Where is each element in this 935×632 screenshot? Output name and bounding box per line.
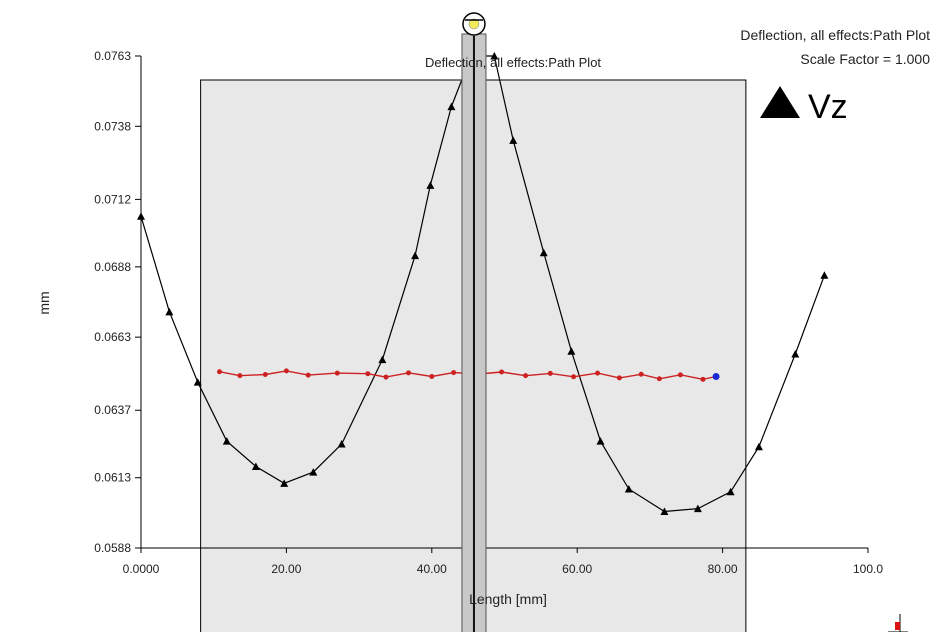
y-tick-label: 0.0663 <box>94 330 131 344</box>
series-path-point <box>656 376 662 382</box>
series-path-point <box>429 374 435 380</box>
series-vz-point <box>251 462 260 470</box>
scale-factor-label: Scale Factor = 1.000 <box>800 51 930 67</box>
series-path-point <box>547 370 553 376</box>
series-path-point <box>406 370 412 376</box>
series-vz-point <box>693 504 702 513</box>
series-vz-point <box>624 484 633 493</box>
x-axis-title: Length [mm] <box>469 591 547 607</box>
series-vz-point <box>539 248 548 257</box>
y-tick-label: 0.0763 <box>94 49 131 63</box>
series-path-point <box>499 369 505 375</box>
header-title: Deflection, all effects:Path Plot <box>740 27 930 43</box>
x-tick-label: 60.00 <box>562 562 592 576</box>
series-path-end-point <box>712 373 720 381</box>
series-vz-point <box>726 487 735 496</box>
series-path-point <box>616 375 622 381</box>
series-path-point <box>305 372 311 378</box>
series-path-point <box>217 369 223 375</box>
series-vz-point <box>447 102 456 111</box>
legend-triangle-icon <box>760 86 800 118</box>
series-vz-point <box>165 307 174 316</box>
x-tick-label: 40.00 <box>417 562 447 576</box>
series-vz-point <box>490 52 499 60</box>
series-vz-point <box>596 437 605 445</box>
series-path-point <box>283 368 289 374</box>
corner-axis-triad-icon <box>888 614 908 632</box>
series-path-point <box>451 370 457 376</box>
series-vz-point <box>337 439 346 448</box>
series-vz-point <box>193 378 202 386</box>
series-vz-point <box>660 507 669 515</box>
series-vz-point <box>222 437 231 445</box>
series-vz-point <box>820 271 829 279</box>
y-tick-label: 0.0588 <box>94 541 131 555</box>
legend-label: Vz <box>808 88 848 126</box>
series-vz-point <box>754 442 763 451</box>
y-tick-label: 0.0712 <box>94 192 131 206</box>
series-path-point <box>237 373 243 379</box>
series-vz-point <box>137 212 145 220</box>
x-tick-label: 0.0000 <box>123 562 160 576</box>
y-tick-label: 0.0637 <box>94 403 131 417</box>
series-path-point <box>638 371 644 377</box>
series-vz-point <box>791 350 800 358</box>
series-vz-point <box>280 479 289 487</box>
series-vz-point <box>378 355 387 364</box>
series-vz-point <box>567 347 576 355</box>
y-axis-title: mm <box>36 291 52 314</box>
series-path-point <box>595 370 601 376</box>
series-vz-point <box>509 136 518 144</box>
x-axis-ticks: 0.0000 20.00 40.00 60.00 80.00 100.0 <box>123 548 883 576</box>
x-tick-label: 100.0 <box>853 562 883 576</box>
y-tick-label: 0.0738 <box>94 119 131 133</box>
series-path-point <box>677 372 683 378</box>
x-tick-label: 20.00 <box>271 562 301 576</box>
y-tick-label: 0.0613 <box>94 471 131 485</box>
x-tick-label: 80.00 <box>708 562 738 576</box>
series-path-point <box>383 374 389 380</box>
inner-plot-title: Deflection, all effects:Path Plot <box>425 55 601 70</box>
series-path-point <box>700 376 706 382</box>
series-vz-point <box>411 251 420 260</box>
series-path-point <box>334 370 340 376</box>
series-vz-point <box>426 181 435 189</box>
y-tick-label: 0.0688 <box>94 260 131 274</box>
series-path-point <box>571 374 577 380</box>
series-vz-point <box>309 468 318 476</box>
series-path-point <box>365 371 371 377</box>
y-axis-ticks: 0.0588 0.0613 0.0637 0.0663 0.0688 0.0712 0.07… <box>94 49 141 555</box>
cursor-knob-center <box>468 18 480 30</box>
path-cursor[interactable] <box>461 12 487 632</box>
series-path-point <box>262 372 268 378</box>
series-path-point <box>523 373 529 379</box>
